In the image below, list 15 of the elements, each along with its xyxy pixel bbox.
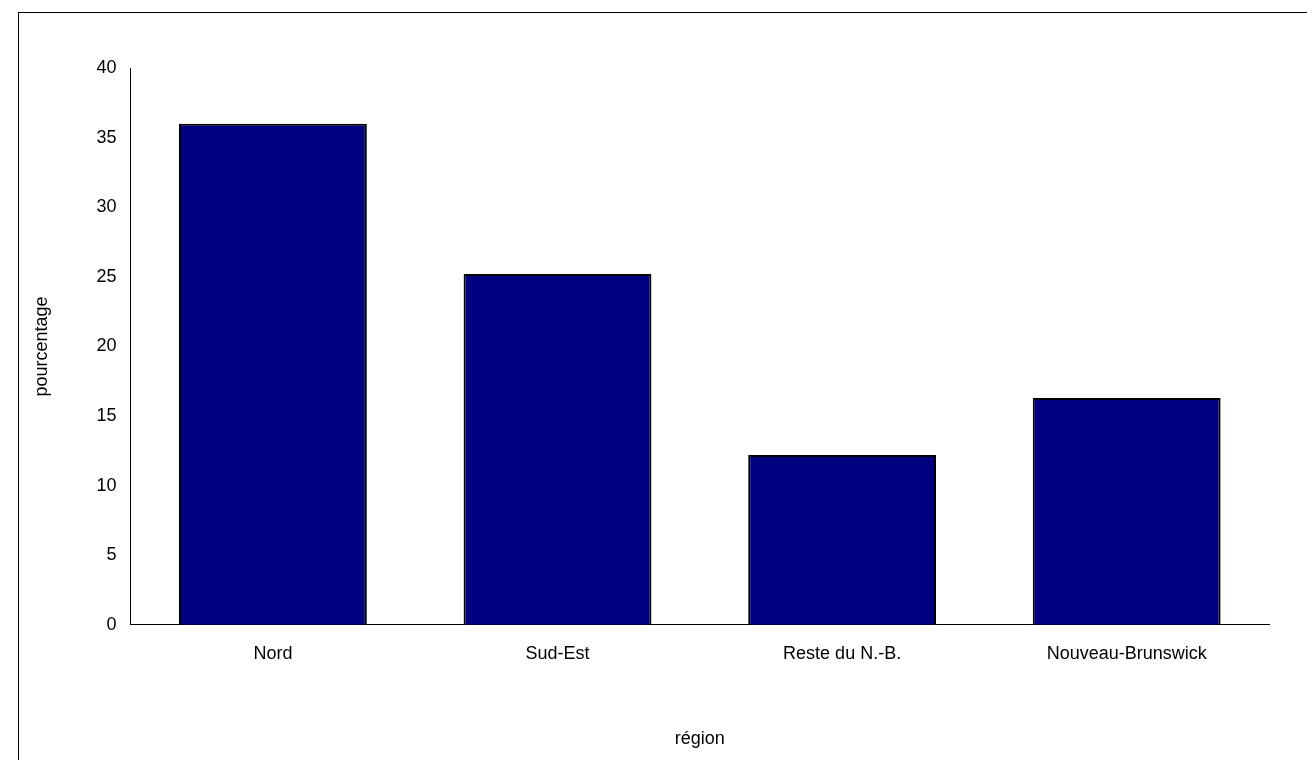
y-tick-label: 20 xyxy=(96,335,117,356)
y-tick-label: 0 xyxy=(106,613,117,634)
x-tick-label: Sud-Est xyxy=(525,642,590,663)
x-tick-label: Nord xyxy=(253,642,293,663)
y-tick-label: 30 xyxy=(96,196,117,217)
y-tick-label: 10 xyxy=(96,474,117,495)
x-axis-title: région xyxy=(674,728,725,749)
y-tick-label: 25 xyxy=(96,265,117,286)
x-tick-label: Reste du N.-B. xyxy=(783,642,902,663)
y-axis-title: pourcentage xyxy=(30,296,51,397)
x-tick-label: Nouveau-Brunswick xyxy=(1046,642,1208,663)
y-tick-label: 35 xyxy=(96,126,117,147)
y-tick-label: 15 xyxy=(96,404,117,425)
y-tick-label: 5 xyxy=(106,544,117,565)
y-tick-label: 40 xyxy=(96,56,117,77)
